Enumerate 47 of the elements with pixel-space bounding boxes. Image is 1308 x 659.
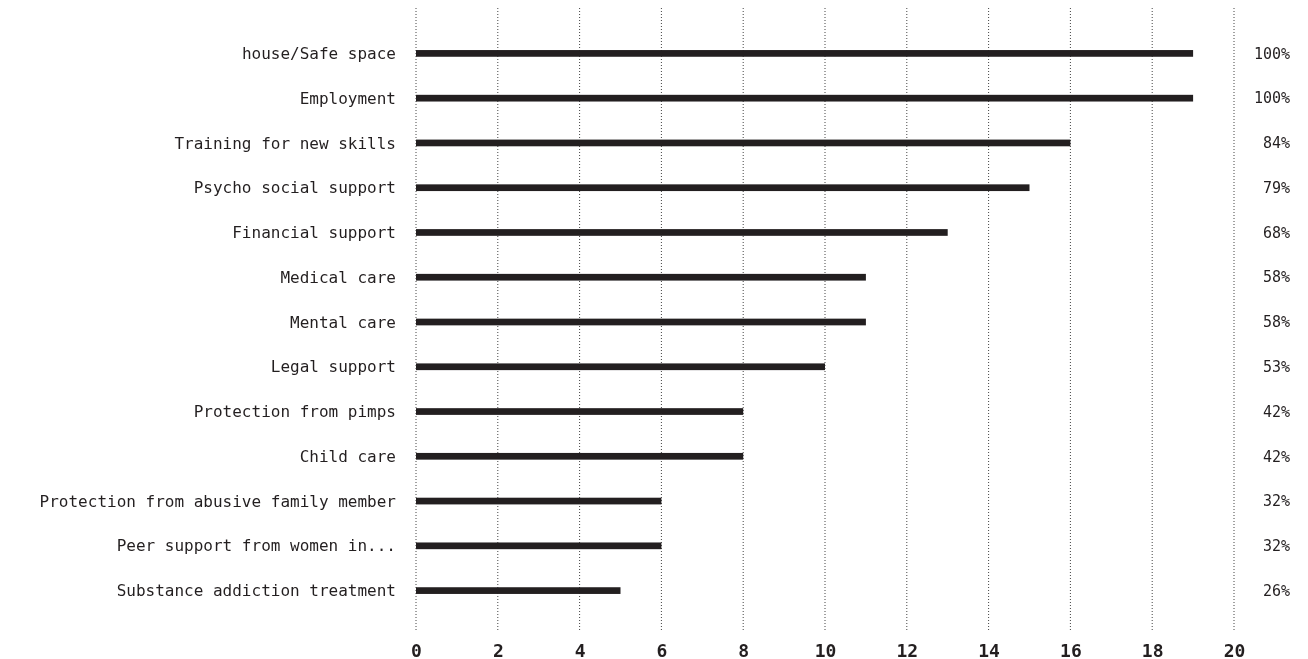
- text: 84%: [1262, 134, 1290, 153]
- y-tick-label: Employment: [299, 88, 396, 108]
- x-tick-label: 20: [1223, 639, 1246, 659]
- bar: [416, 50, 1194, 57]
- text: 100%: [1253, 89, 1290, 108]
- x-tick-label: 14: [978, 639, 1001, 659]
- y-tick-label: house/Safe space: [241, 44, 396, 64]
- text: 42%: [1262, 402, 1290, 421]
- text: 42%: [1262, 447, 1290, 466]
- text: 68%: [1262, 223, 1290, 242]
- text: 53%: [1262, 358, 1290, 377]
- bar: [416, 542, 662, 550]
- bar: [416, 184, 1030, 192]
- x-tick-label: 0: [411, 639, 422, 659]
- x-tick-label: 16: [1060, 639, 1082, 659]
- x-tick-label: 10: [814, 639, 837, 659]
- y-tick-label: Protection from abusive family member: [39, 491, 397, 511]
- text: 32%: [1262, 537, 1290, 556]
- y-tick-label: Psycho social support: [193, 178, 396, 198]
- x-tick-label: 12: [896, 639, 919, 659]
- y-tick-label: Peer support from women in...: [116, 536, 396, 556]
- bar: [416, 229, 948, 236]
- y-tick-label: Child care: [299, 446, 396, 466]
- x-tick-label: 4: [574, 639, 586, 659]
- y-tick-label: Legal support: [270, 357, 396, 377]
- text: 58%: [1262, 268, 1290, 287]
- y-tick-label: Training for new skills: [174, 133, 396, 153]
- y-tick-label: Mental care: [290, 312, 396, 332]
- x-tick-label: 6: [656, 639, 668, 659]
- bar: [416, 452, 744, 460]
- bar: [416, 273, 866, 281]
- y-tick-label: Protection from pimps: [193, 402, 396, 422]
- bar: [416, 408, 744, 415]
- bar: [416, 587, 621, 594]
- text: 58%: [1262, 313, 1290, 332]
- text: 100%: [1253, 44, 1290, 63]
- x-tick-label: 2: [492, 639, 504, 659]
- y-tick-label: Substance addiction treatment: [116, 581, 396, 601]
- text: 79%: [1262, 178, 1290, 197]
- text: 32%: [1262, 492, 1290, 511]
- x-tick-label: 8: [738, 639, 750, 659]
- text: 26%: [1262, 581, 1290, 600]
- x-tick-label: 18: [1141, 639, 1164, 659]
- bar: [416, 94, 1194, 102]
- bar: [416, 363, 825, 371]
- y-tick-label: Financial support: [232, 223, 396, 243]
- y-tick-label: Medical care: [280, 267, 396, 287]
